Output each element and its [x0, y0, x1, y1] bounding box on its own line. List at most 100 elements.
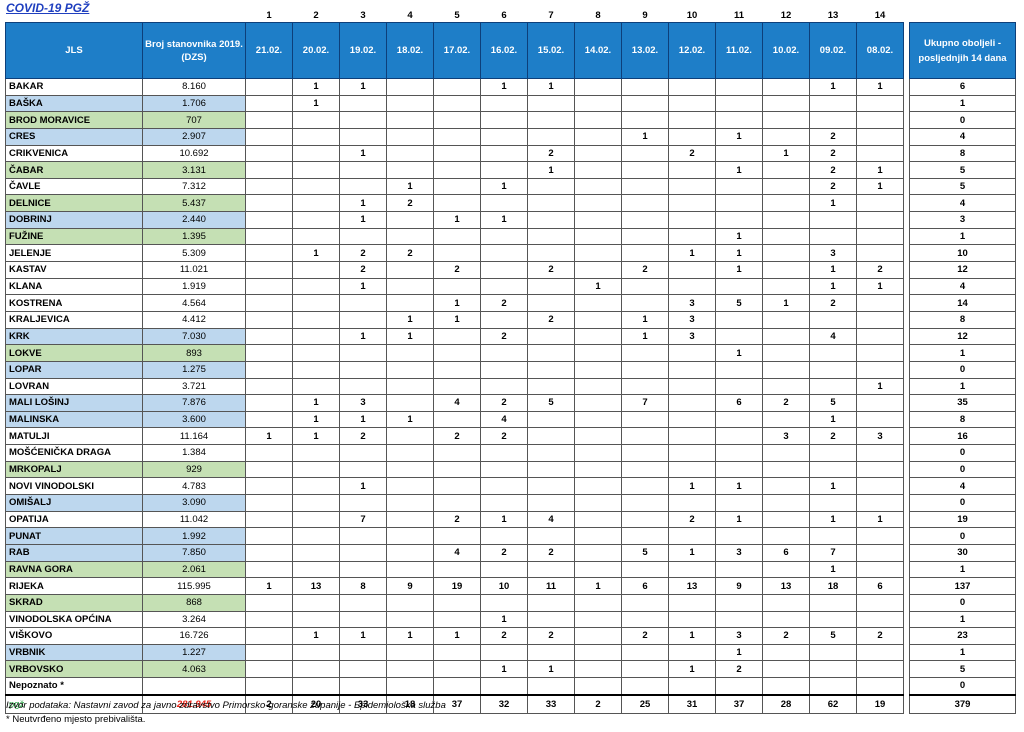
day-cell [527, 111, 575, 129]
day-cell [809, 344, 857, 362]
day-cell: 6 [762, 543, 810, 562]
footnote: * Neutvrđeno mjesto prebivališta. [6, 714, 146, 725]
day-cell [292, 527, 340, 545]
day-cell: 1 [715, 244, 763, 263]
day-cell [245, 327, 293, 346]
day-cell [386, 294, 434, 312]
day-cell [245, 494, 293, 512]
day-cell [574, 477, 622, 496]
day-cell [762, 560, 810, 579]
summary-row: pgž 281.945 2 20 33 18 37 32 33 2 25 31 37 28 62 19 379 [5, 693, 1016, 714]
day-cell [292, 261, 340, 279]
day-cell [762, 444, 810, 462]
day-cell [809, 593, 857, 612]
day-cell: 4 [809, 327, 857, 346]
total-cell: 1 [909, 344, 1016, 362]
day-cell [715, 277, 763, 296]
table-row: RIJEKA 115.995 1 13 8 9 19 10 11 1 6 13 9 13 18 6 137 [5, 577, 1016, 595]
day-cell [856, 643, 904, 662]
day-number: 14 [874, 10, 886, 21]
day-cell: 1 [621, 310, 669, 329]
day-cell: 10 [480, 577, 528, 595]
day-cell [809, 227, 857, 246]
day-cell: 1 [339, 627, 387, 645]
day-cell: 13 [668, 577, 716, 595]
day-cell: 7 [339, 510, 387, 529]
day-cell: 2 [339, 244, 387, 263]
day-cell [527, 227, 575, 246]
day-cell [715, 310, 763, 329]
day-cell [245, 527, 293, 545]
table-row: JELENJE 5.309 1 2 2 1 1 3 10 [5, 244, 1016, 263]
day-number-blank [910, 9, 1016, 23]
population-cell: 5.437 [142, 194, 246, 213]
day-cell [433, 527, 481, 545]
day-cell [433, 477, 481, 496]
day-cell [339, 444, 387, 462]
header-date: 17.02. [433, 22, 481, 79]
page-title: COVID-19 PGŽ [6, 1, 90, 15]
day-cell [621, 477, 669, 496]
day-cell [292, 310, 340, 329]
day-cell [621, 677, 669, 696]
day-cell [668, 227, 716, 246]
municipality-name: RAVNA GORA [5, 560, 143, 579]
day-cell: 2 [856, 627, 904, 645]
day-cell [386, 78, 434, 96]
day-cell [715, 177, 763, 196]
day-cell [292, 127, 340, 146]
table-row: LOVRAN 3.721 1 1 [5, 377, 1016, 396]
day-cell: 1 [715, 643, 763, 662]
column-gap [903, 128, 910, 146]
day-cell [339, 377, 387, 396]
day-cell: 1 [621, 127, 669, 146]
day-cell: 1 [480, 610, 528, 629]
day-cell: 1 [668, 660, 716, 679]
column-gap [903, 427, 910, 445]
table-row: Nepoznato * 0 [5, 677, 1016, 696]
day-cell [480, 344, 528, 362]
day-cell: 6 [856, 577, 904, 595]
day-cell [621, 94, 669, 113]
day-cell: 2 [480, 327, 528, 346]
day-cell [574, 643, 622, 662]
day-cell [433, 144, 481, 163]
day-cell [715, 327, 763, 346]
total-cell: 35 [909, 394, 1016, 412]
day-cell: 2 [668, 144, 716, 163]
header-date: 19.02. [339, 22, 387, 79]
day-cell [856, 144, 904, 163]
municipality-name: KRALJEVICA [5, 310, 143, 329]
day-cell [809, 94, 857, 113]
column-gap [903, 278, 910, 295]
day-cell: 2 [527, 543, 575, 562]
day-cell: 1 [527, 660, 575, 679]
day-cell [809, 527, 857, 545]
day-cell [762, 410, 810, 429]
day-cell [621, 161, 669, 179]
total-cell: 10 [909, 244, 1016, 263]
day-cell [809, 494, 857, 512]
day-cell [621, 194, 669, 213]
column-gap [903, 145, 910, 162]
day-cell [433, 111, 481, 129]
summary-day-cell: 25 [621, 693, 669, 714]
day-cell: 5 [809, 394, 857, 412]
day-cell: 3 [339, 394, 387, 412]
total-cell: 0 [909, 111, 1016, 129]
day-cell [621, 227, 669, 246]
day-cell [668, 277, 716, 296]
day-cell [856, 310, 904, 329]
table-row: MRKOPALJ 929 0 [5, 460, 1016, 479]
municipality-name: CRIKVENICA [5, 144, 143, 163]
population-cell: 2.061 [142, 560, 246, 579]
population-cell: 11.042 [142, 510, 246, 529]
population-cell: 2.440 [142, 211, 246, 229]
summary-day-cell: 37 [433, 693, 481, 714]
day-cell [715, 410, 763, 429]
table-body: 1 2 3 4 5 6 7 8 9 10 11 12 13 14 JLS Broj stanovnika … [5, 9, 1016, 714]
header-total: Ukupno oboljeli - posljednjih 14 dana [909, 22, 1016, 79]
day-cell [574, 677, 622, 696]
day-cell [245, 444, 293, 462]
day-cell [339, 310, 387, 329]
